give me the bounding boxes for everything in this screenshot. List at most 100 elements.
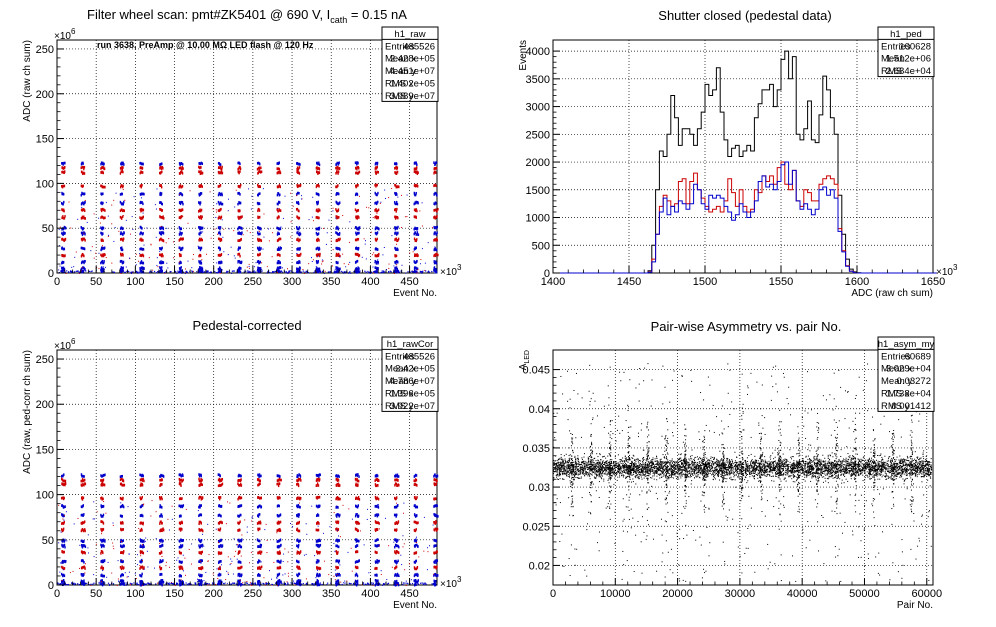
data-point xyxy=(388,268,389,269)
data-point xyxy=(163,261,164,264)
data-point xyxy=(235,258,236,259)
data-point xyxy=(249,272,250,273)
data-point xyxy=(248,584,249,585)
data-point xyxy=(64,505,65,508)
data-point xyxy=(221,261,222,264)
data-point xyxy=(222,544,223,547)
data-point xyxy=(85,483,86,486)
data-point xyxy=(181,552,182,555)
data-point xyxy=(157,188,158,189)
data-point xyxy=(401,195,402,196)
data-point xyxy=(139,565,140,566)
data-point xyxy=(182,479,183,482)
data-point xyxy=(177,271,178,272)
data-point xyxy=(313,220,314,221)
data-point xyxy=(210,271,211,272)
data-point xyxy=(183,570,184,571)
data-point xyxy=(241,215,242,218)
data-point xyxy=(397,584,398,585)
data-point xyxy=(259,560,260,563)
data-point xyxy=(407,271,408,272)
data-point xyxy=(149,257,150,258)
data-point xyxy=(300,184,301,187)
data-point xyxy=(335,583,336,584)
data-point xyxy=(240,271,241,274)
data-point xyxy=(141,197,142,198)
data-point xyxy=(301,584,302,585)
data-point xyxy=(83,255,84,258)
data-point xyxy=(273,562,274,563)
data-point xyxy=(228,572,229,573)
data-point xyxy=(259,233,260,236)
data-point xyxy=(261,505,262,508)
data-point xyxy=(233,574,234,575)
data-point xyxy=(405,273,406,274)
data-point xyxy=(340,536,341,537)
data-point xyxy=(241,261,242,264)
data-point xyxy=(378,514,379,517)
data-point xyxy=(228,254,229,255)
data-point xyxy=(335,269,336,270)
data-point xyxy=(181,497,182,500)
data-point xyxy=(312,261,313,262)
data-point xyxy=(437,504,438,507)
data-point xyxy=(247,267,248,268)
data-point xyxy=(165,565,166,566)
data-point xyxy=(201,475,202,478)
data-point xyxy=(371,272,372,273)
data-point xyxy=(239,529,240,532)
data-point xyxy=(142,560,143,561)
data-point xyxy=(288,270,289,271)
data-point xyxy=(365,240,366,241)
data-point xyxy=(201,539,202,542)
data-point xyxy=(340,582,341,583)
data-point xyxy=(130,234,131,235)
chart-annotation: run 3638, PreAmp @ 10.00 MΩ LED flash @ … xyxy=(97,40,314,50)
data-point xyxy=(99,583,100,584)
data-point xyxy=(187,584,188,585)
data-point xyxy=(221,552,222,555)
data-point xyxy=(345,266,346,267)
data-point xyxy=(379,545,380,546)
data-point xyxy=(141,559,142,560)
data-point xyxy=(147,566,148,567)
data-point xyxy=(268,228,269,229)
data-point xyxy=(334,271,335,272)
data-point xyxy=(74,257,75,258)
data-point xyxy=(201,192,202,195)
data-point xyxy=(240,247,241,250)
data-point xyxy=(366,258,367,259)
data-point xyxy=(437,475,438,478)
data-point xyxy=(370,273,371,274)
data-point xyxy=(215,229,216,230)
data-point xyxy=(200,201,201,204)
data-point xyxy=(162,540,163,543)
data-point xyxy=(123,580,124,583)
data-point xyxy=(143,213,144,214)
data-point xyxy=(287,268,288,269)
data-point xyxy=(366,272,367,273)
data-point xyxy=(162,209,163,212)
data-point xyxy=(413,271,414,272)
data-point xyxy=(128,576,129,577)
data-point xyxy=(126,267,127,268)
data-point xyxy=(148,583,149,584)
data-point xyxy=(118,578,119,579)
x-tick-label: 400 xyxy=(361,588,379,600)
stats-box: h1_pedEntries100628Mean1.512e+06RMS2.684… xyxy=(878,27,934,77)
data-point xyxy=(234,206,235,207)
data-point xyxy=(431,271,432,272)
data-point xyxy=(236,190,237,191)
data-point xyxy=(241,566,242,569)
data-point xyxy=(260,522,261,525)
data-point xyxy=(120,502,121,503)
data-point xyxy=(108,235,109,236)
data-point xyxy=(215,584,216,585)
data-point xyxy=(66,511,67,512)
data-point xyxy=(154,568,155,569)
data-point xyxy=(380,202,381,203)
data-point xyxy=(240,267,241,270)
data-point xyxy=(352,519,353,520)
data-point xyxy=(64,551,65,554)
data-point xyxy=(84,268,85,271)
